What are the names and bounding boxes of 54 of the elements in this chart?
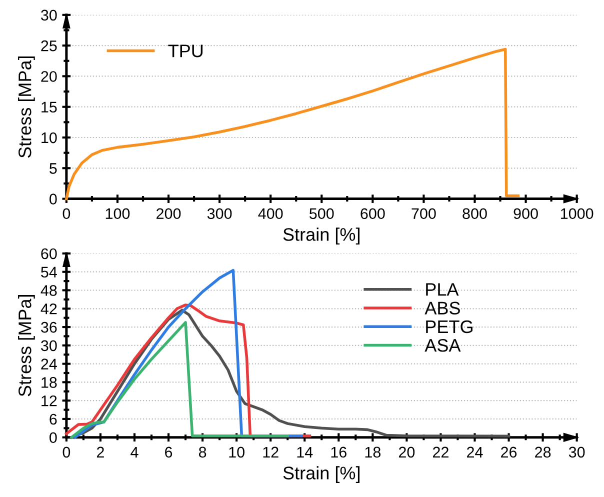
y-tick-label: 0 xyxy=(50,194,57,204)
x-tick-label: 500 xyxy=(309,208,334,220)
x-axis-title: Strain [%] xyxy=(283,228,360,244)
x-tick-label: 26 xyxy=(501,446,517,458)
y-tick-label: 6 xyxy=(50,414,57,425)
x-tick-label: 0 xyxy=(62,446,70,458)
y-tick-label: 48 xyxy=(40,285,57,296)
y-tick-label: 18 xyxy=(42,377,57,388)
x-tick-label: 22 xyxy=(432,446,448,458)
x-tick-label: 10 xyxy=(229,446,244,458)
x-tick-label: 200 xyxy=(156,208,181,220)
x-tick-label: 30 xyxy=(568,446,585,458)
y-tick-label: 12 xyxy=(42,395,57,406)
x-tick-label: 4 xyxy=(130,446,138,458)
y-tick-label: 25 xyxy=(41,40,57,52)
x-tick-label: 300 xyxy=(207,208,232,220)
x-tick-label: 16 xyxy=(331,446,346,458)
legend-label: TPU xyxy=(168,44,203,58)
legend-label: PETG xyxy=(426,320,472,334)
x-tick-label: 100 xyxy=(106,208,130,220)
x-tick-label: 24 xyxy=(467,446,483,458)
y-tick-label: 24 xyxy=(41,358,57,370)
y-axis-title: Stress [MPa] xyxy=(18,56,35,158)
x-tick-label: 6 xyxy=(165,446,172,458)
x-tick-label: 700 xyxy=(412,208,436,220)
y-tick-label: 0 xyxy=(50,432,57,444)
y-tick-label: 5 xyxy=(50,163,57,174)
y-tick-label: 30 xyxy=(41,10,57,21)
x-tick-label: 18 xyxy=(365,446,380,458)
x-tick-label: 800 xyxy=(462,208,487,220)
y-tick-label: 20 xyxy=(41,71,57,82)
y-tick-label: 15 xyxy=(42,102,57,113)
x-tick-label: 28 xyxy=(535,446,551,458)
x-tick-label: 12 xyxy=(263,446,278,458)
y-axis-title: Stress [MPa] xyxy=(18,295,35,396)
y-tick-label: 10 xyxy=(42,132,57,144)
x-tick-label: 1000 xyxy=(560,208,594,220)
x-tick-label: 14 xyxy=(297,446,313,458)
y-tick-label: 42 xyxy=(40,304,57,314)
x-tick-label: 20 xyxy=(398,446,415,458)
x-tick-label: 600 xyxy=(360,208,385,220)
legend-label: ASA xyxy=(424,338,461,352)
x-tick-label: 900 xyxy=(514,208,538,220)
x-tick-label: 0 xyxy=(62,208,70,220)
y-tick-label: 36 xyxy=(41,322,57,333)
legend-label: ABS xyxy=(424,302,460,314)
y-tick-label: 54 xyxy=(41,266,57,278)
x-axis-title: Strain [%] xyxy=(283,466,360,484)
legend-label: PLA xyxy=(426,283,459,296)
x-tick-label: 2 xyxy=(96,446,104,458)
x-tick-label: 8 xyxy=(198,446,206,458)
y-tick-label: 30 xyxy=(41,340,57,352)
y-tick-label: 60 xyxy=(41,248,57,260)
x-tick-label: 400 xyxy=(258,208,283,220)
